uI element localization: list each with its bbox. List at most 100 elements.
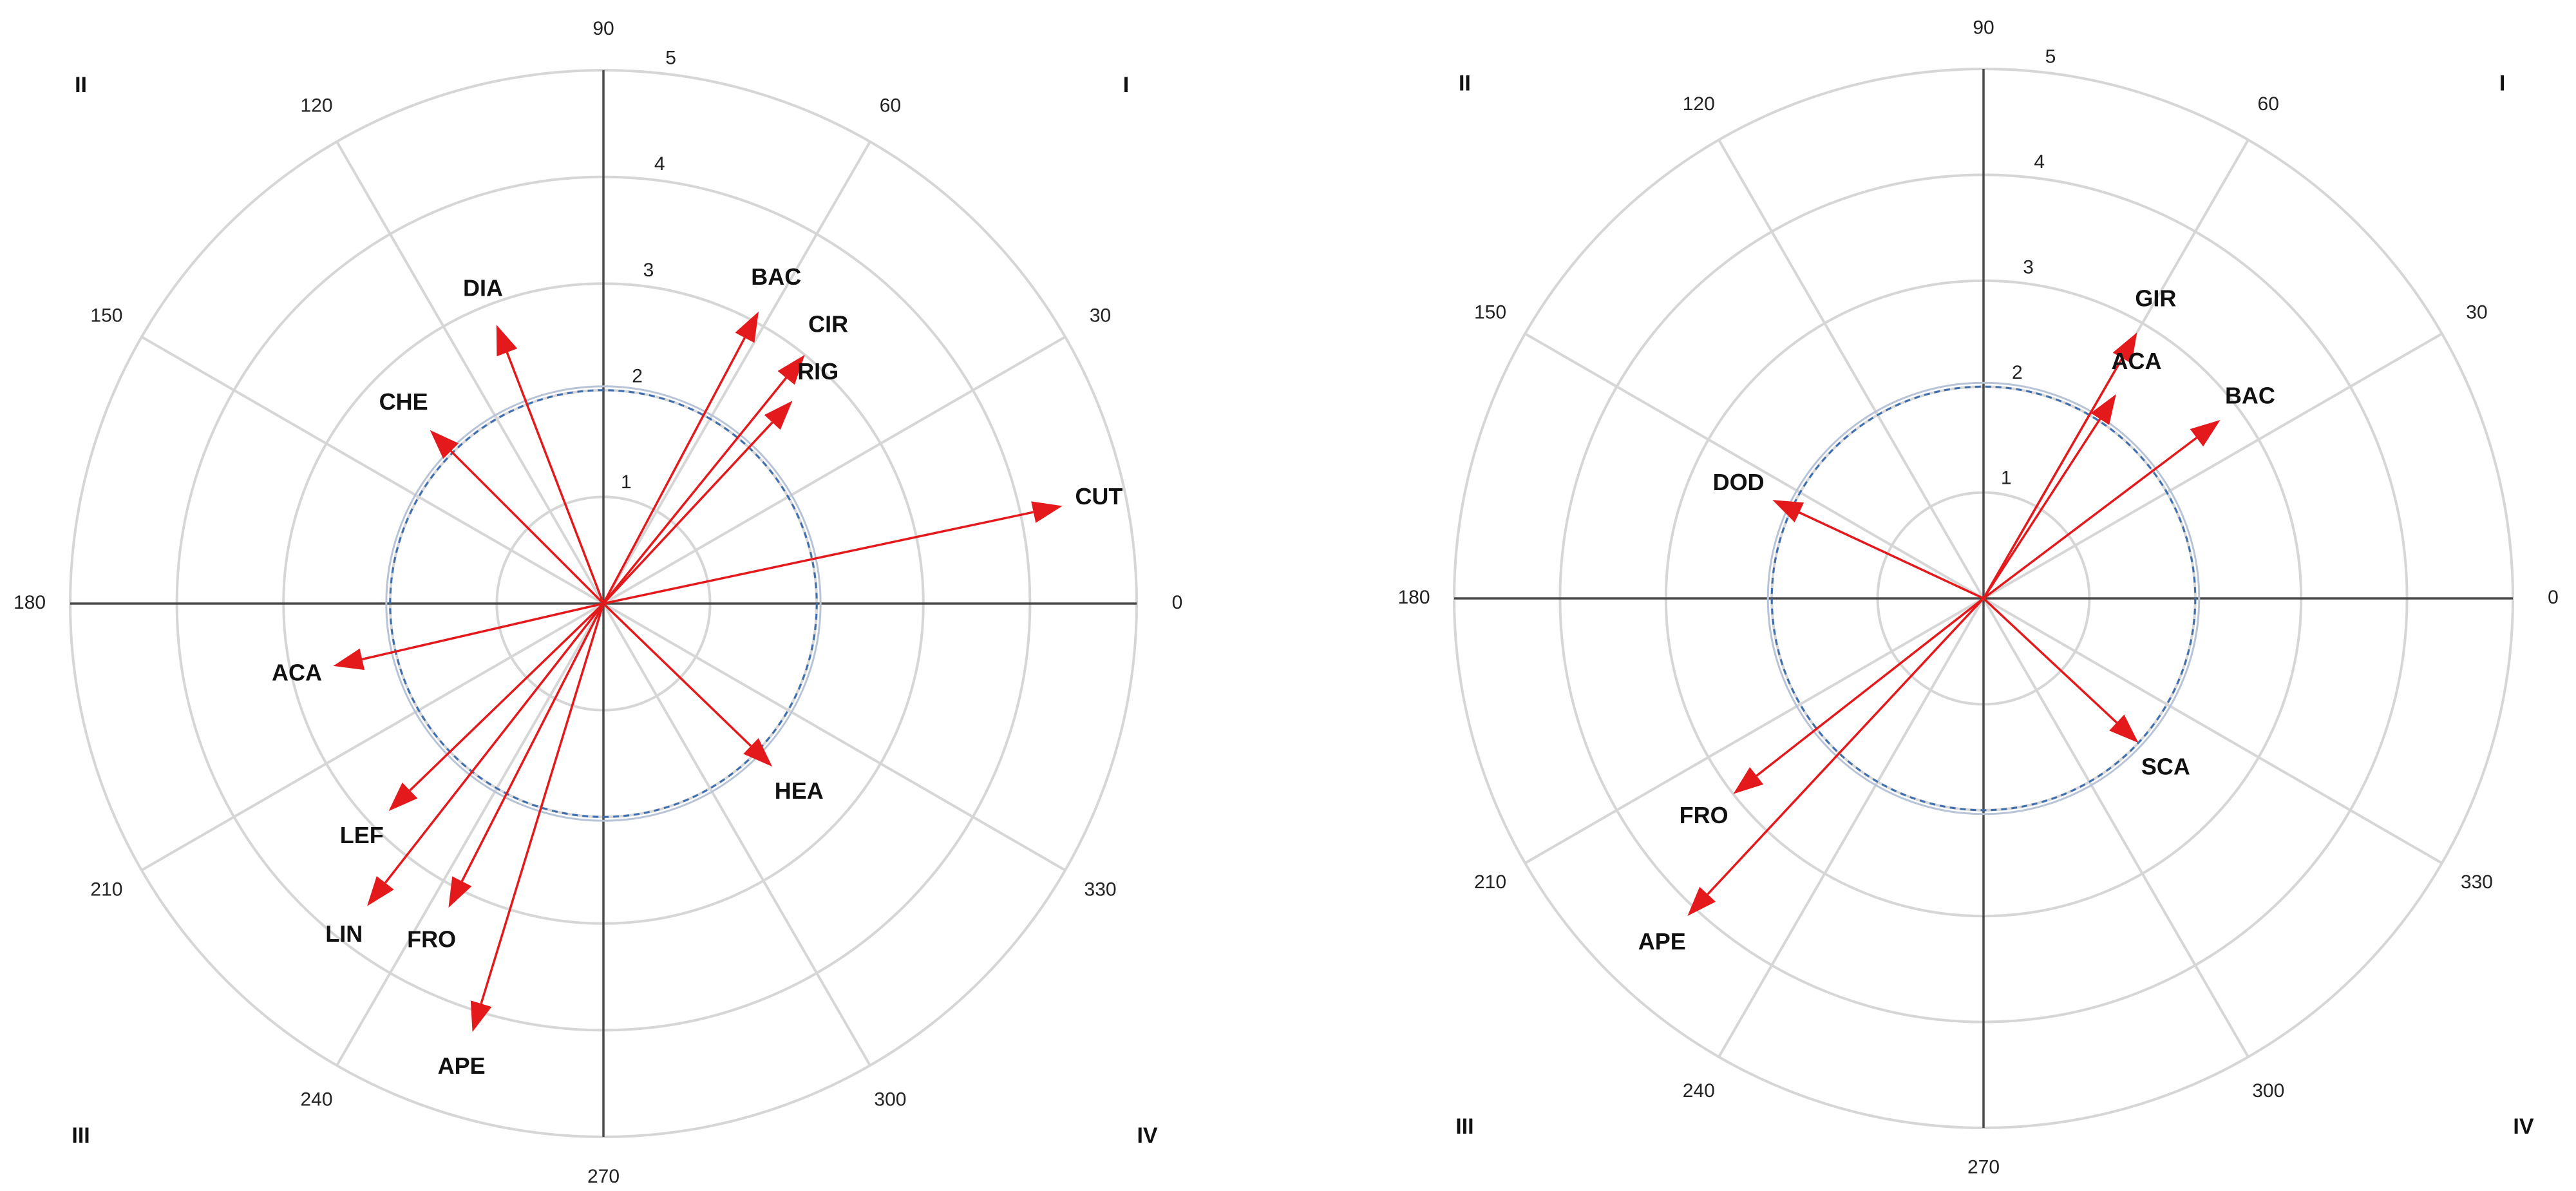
angle-tick-label: 240 bbox=[301, 1089, 333, 1110]
radial-tick-label: 2 bbox=[2012, 362, 2023, 383]
vector-line bbox=[1982, 357, 2123, 599]
vector-line bbox=[602, 602, 752, 747]
vector-label: HEA bbox=[775, 777, 824, 804]
vector-label: ACA bbox=[272, 659, 322, 685]
polar-chart-2: 123450306090120150180210240270300330IIII… bbox=[1397, 17, 2558, 1177]
angle-tick-label: 240 bbox=[1683, 1080, 1715, 1101]
vector-arrowhead bbox=[2090, 394, 2116, 425]
vector-line bbox=[384, 602, 605, 884]
vector-arrowhead bbox=[496, 325, 518, 357]
angle-tick-label: 180 bbox=[14, 592, 46, 613]
vector-arrowhead bbox=[1687, 886, 1716, 916]
spoke-150 bbox=[140, 336, 605, 605]
vector-line bbox=[1982, 437, 2197, 600]
quadrant-label: I bbox=[1123, 73, 1129, 97]
quadrant-label: I bbox=[2499, 71, 2505, 96]
angle-tick-label: 330 bbox=[1084, 879, 1117, 900]
spoke-330 bbox=[1982, 597, 2443, 864]
angle-tick-label: 210 bbox=[1474, 872, 1506, 893]
radial-tick-label: 4 bbox=[654, 153, 665, 175]
vector-label: ACA bbox=[2112, 348, 2162, 374]
angle-tick-label: 30 bbox=[1090, 305, 1111, 326]
vector-label: GIR bbox=[2135, 285, 2176, 311]
vector-label: LEF bbox=[340, 822, 384, 848]
vector-line bbox=[602, 337, 746, 604]
vector-arrowhead bbox=[430, 430, 459, 459]
reference-circle-outer bbox=[1766, 381, 2201, 815]
vector-line bbox=[1982, 597, 2118, 724]
quadrant-label: IV bbox=[1137, 1123, 1157, 1148]
vector-label: APE bbox=[438, 1053, 486, 1079]
angle-tick-label: 210 bbox=[90, 879, 122, 900]
angle-tick-label: 30 bbox=[2466, 302, 2487, 323]
radial-tick-label: 2 bbox=[632, 366, 643, 387]
spoke-120 bbox=[1718, 139, 1985, 600]
vector-label: BAC bbox=[2225, 383, 2275, 409]
vector-line bbox=[603, 511, 1034, 605]
radial-tick-label: 1 bbox=[621, 472, 632, 493]
vector-arrowhead bbox=[743, 738, 773, 767]
radial-tick-label: 5 bbox=[665, 47, 676, 68]
vector-arrowhead bbox=[777, 354, 805, 385]
angle-tick-label: 300 bbox=[874, 1089, 906, 1110]
vector-line bbox=[361, 602, 604, 661]
reference-circle-outer bbox=[385, 385, 822, 822]
vector-arrowhead bbox=[367, 876, 394, 906]
spoke-30 bbox=[1982, 332, 2443, 600]
quadrant-label: II bbox=[1459, 71, 1471, 96]
radial-tick-label: 1 bbox=[2001, 467, 2012, 488]
radial-tick-label: 4 bbox=[2034, 151, 2045, 173]
vector-line bbox=[602, 421, 773, 605]
angle-tick-label: 0 bbox=[2548, 587, 2559, 608]
angle-tick-label: 150 bbox=[1474, 302, 1506, 323]
vector-arrowhead bbox=[448, 876, 472, 908]
quadrant-label: III bbox=[1455, 1114, 1473, 1139]
angle-tick-label: 270 bbox=[1967, 1156, 2000, 1177]
reference-circle bbox=[1770, 385, 2197, 812]
spoke-60 bbox=[602, 140, 871, 605]
angle-tick-label: 300 bbox=[2252, 1080, 2284, 1101]
vector-label: RIG bbox=[797, 358, 838, 385]
quadrant-label: IV bbox=[2513, 1114, 2533, 1139]
spoke-300 bbox=[1982, 598, 2249, 1058]
spoke-240 bbox=[336, 603, 605, 1067]
angle-tick-label: 150 bbox=[90, 305, 122, 326]
vector-line bbox=[602, 377, 788, 605]
reference-circle bbox=[389, 389, 818, 818]
vector-line bbox=[460, 603, 605, 882]
polar-chart-1: 123450306090120150180210240270300330IIII… bbox=[14, 18, 1182, 1187]
vector-label: CHE bbox=[379, 388, 428, 415]
spoke-120 bbox=[336, 140, 605, 605]
spoke-210 bbox=[140, 602, 605, 872]
angle-tick-label: 90 bbox=[592, 18, 614, 39]
vector-label: APE bbox=[1638, 928, 1686, 955]
vector-arrowhead bbox=[1733, 767, 1764, 794]
vector-arrowhead bbox=[2112, 332, 2137, 364]
vector-label: LIN bbox=[325, 920, 363, 947]
vector-line bbox=[1707, 597, 1985, 895]
vector-arrowhead bbox=[735, 311, 759, 343]
vector-line bbox=[506, 352, 605, 604]
angle-tick-label: 60 bbox=[880, 95, 901, 116]
spoke-300 bbox=[602, 603, 871, 1067]
vector-arrowhead bbox=[470, 1000, 492, 1033]
radial-tick-label: 3 bbox=[2023, 256, 2034, 278]
spoke-240 bbox=[1718, 598, 1985, 1058]
quadrant-label: III bbox=[71, 1123, 90, 1148]
vector-label: CIR bbox=[808, 310, 848, 337]
vector-arrowhead bbox=[1772, 500, 1804, 522]
vector-line bbox=[480, 603, 605, 1004]
radial-tick-label: 5 bbox=[2045, 46, 2056, 67]
quadrant-label: II bbox=[75, 73, 87, 97]
vector-line bbox=[409, 602, 605, 792]
vector-arrowhead bbox=[388, 782, 418, 812]
vector-label: FRO bbox=[1680, 802, 1728, 828]
radial-tick-label: 3 bbox=[643, 260, 654, 281]
vector-line bbox=[1799, 511, 1984, 600]
angle-tick-label: 0 bbox=[1172, 592, 1183, 613]
angle-tick-label: 270 bbox=[587, 1166, 620, 1187]
spoke-210 bbox=[1524, 597, 1985, 864]
vector-line bbox=[450, 450, 605, 605]
vector-line bbox=[1756, 597, 1985, 777]
